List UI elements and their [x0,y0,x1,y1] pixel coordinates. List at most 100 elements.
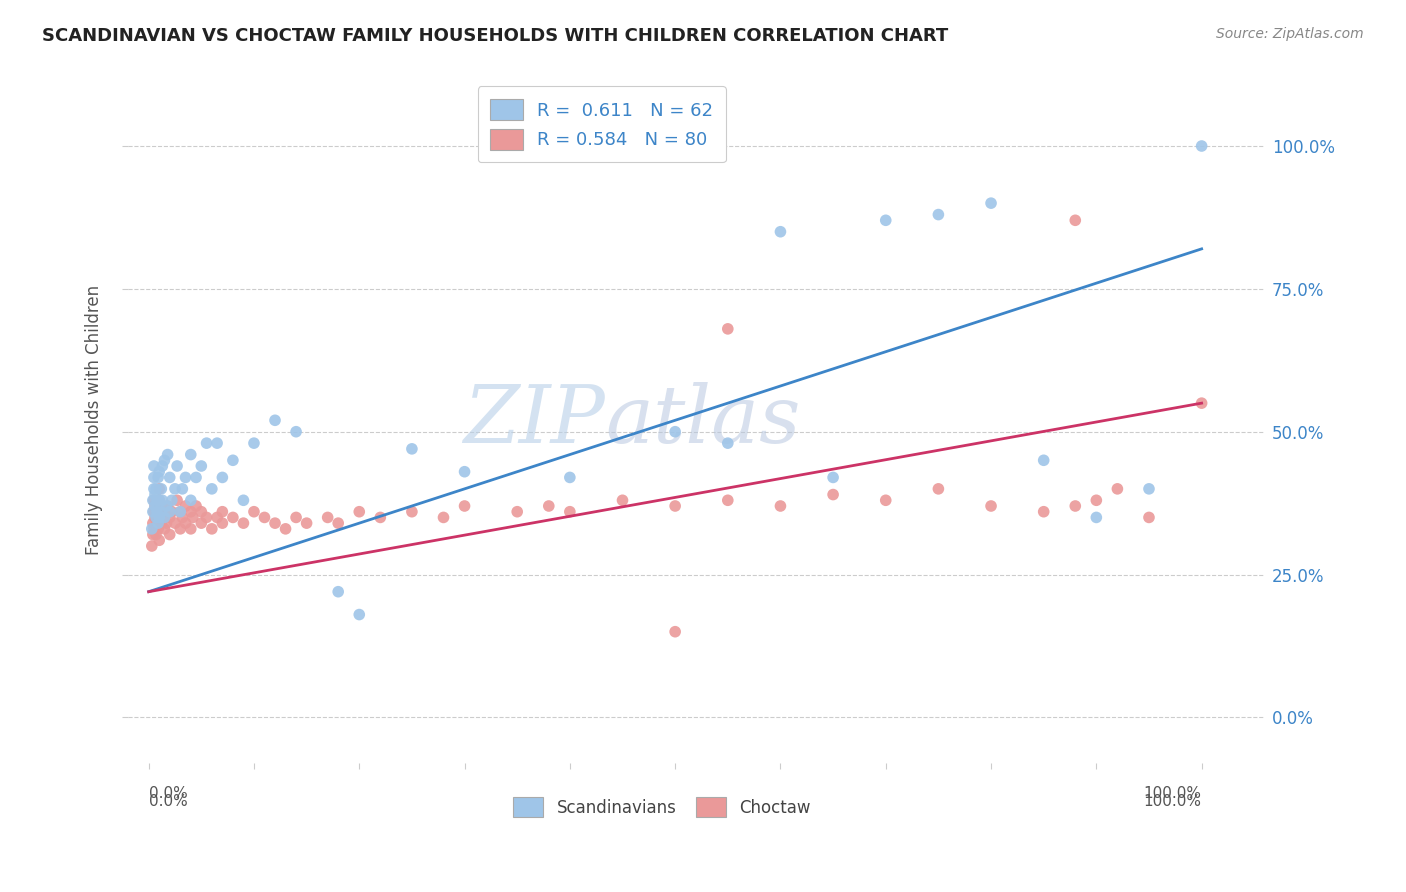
Point [150,493,173,508]
Point [159,470,181,484]
Point [243,505,266,519]
Point [717,322,740,336]
Point [159,505,181,519]
Point [558,470,581,484]
Point [222,510,245,524]
Legend: Scandinavians, Choctaw: Scandinavians, Choctaw [506,791,818,823]
Point [148,493,170,508]
Point [148,533,170,548]
Point [612,493,634,508]
Point [717,436,740,450]
Point [142,493,165,508]
Point [163,482,186,496]
Point [150,505,173,519]
Point [190,458,212,473]
Point [169,505,191,519]
Point [145,505,167,519]
Point [769,499,792,513]
Point [156,499,179,513]
Point [875,213,897,227]
Point [328,584,350,599]
Point [148,510,170,524]
Point [181,510,204,524]
Point [146,499,169,513]
Point [169,505,191,519]
Point [150,482,173,496]
Point [163,516,186,530]
Point [148,482,170,496]
Point [1107,482,1129,496]
Point [146,516,169,530]
Point [1137,510,1160,524]
Point [537,499,560,513]
Point [1085,493,1108,508]
Point [148,465,170,479]
Point [184,470,207,484]
Point [823,487,845,501]
Point [1191,139,1213,153]
Point [142,527,165,541]
Point [823,470,845,484]
Point [153,522,176,536]
Point [195,436,218,450]
Point [145,482,167,496]
Point [232,516,254,530]
Point [717,493,740,508]
Point [159,510,181,524]
Point [980,196,1002,211]
Text: Source: ZipAtlas.com: Source: ZipAtlas.com [1216,27,1364,41]
Point [153,453,176,467]
Point [875,493,897,508]
Point [980,499,1002,513]
Point [146,505,169,519]
Point [190,505,212,519]
Point [190,516,212,530]
Point [1137,482,1160,496]
Point [184,499,207,513]
Point [222,453,245,467]
Point [205,436,228,450]
Point [150,505,173,519]
Point [201,482,224,496]
Point [160,505,183,519]
Text: ZIP: ZIP [464,382,605,459]
Point [664,624,686,639]
Point [180,505,202,519]
Point [180,493,202,508]
Point [174,470,197,484]
Point [927,208,949,222]
Point [153,505,176,519]
Point [142,505,165,519]
Point [160,493,183,508]
Point [453,465,475,479]
Point [243,436,266,450]
Point [368,510,391,524]
Point [156,448,179,462]
Point [211,470,233,484]
Point [141,539,163,553]
Point [141,522,163,536]
Point [1085,510,1108,524]
Point [166,458,188,473]
Point [174,516,197,530]
Point [142,470,165,484]
Point [142,482,165,496]
Point [211,505,233,519]
Point [148,493,170,508]
Point [153,510,176,524]
Point [201,522,224,536]
Point [295,516,318,530]
Point [211,516,233,530]
Text: 0.0%: 0.0% [149,786,187,801]
Point [146,493,169,508]
Point [328,516,350,530]
Point [264,413,287,427]
Point [145,510,167,524]
Point [253,510,276,524]
Point [143,499,166,513]
Point [349,505,371,519]
Point [150,499,173,513]
Point [1191,396,1213,410]
Point [401,505,423,519]
Point [143,499,166,513]
